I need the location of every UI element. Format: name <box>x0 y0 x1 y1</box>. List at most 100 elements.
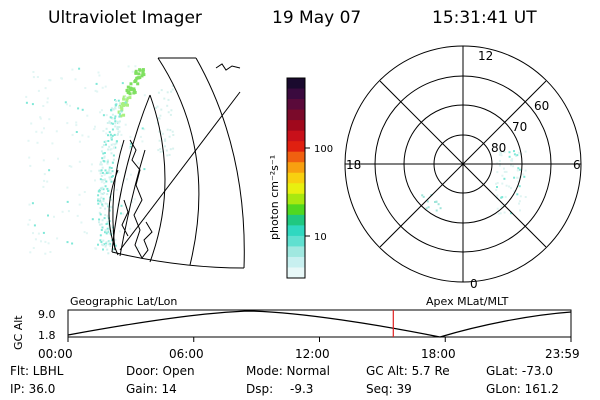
aurora-pixel <box>103 156 106 159</box>
aurora-pixel <box>61 210 64 213</box>
aurora-pixel <box>133 90 137 94</box>
aurora-pixel <box>512 165 515 168</box>
colorbar-swatch <box>287 99 305 111</box>
aurora-pixel <box>109 122 112 125</box>
aurora-pixel <box>168 135 171 138</box>
aurora-pixel <box>29 164 32 167</box>
aurora-pixel <box>97 71 100 74</box>
aurora-pixel <box>160 108 163 111</box>
aurora-pixel <box>120 212 122 215</box>
aurora-pixel <box>120 133 123 136</box>
aurora-pixel <box>99 172 102 175</box>
aurora-pixel <box>129 173 132 176</box>
aurora-pixel <box>503 151 506 154</box>
aurora-pixel <box>166 154 169 157</box>
aurora-pixel <box>505 184 508 187</box>
aurora-pixel <box>513 190 516 193</box>
aurora-pixel <box>118 115 121 118</box>
aurora-pixel <box>109 242 112 245</box>
aurora-pixel <box>98 74 101 77</box>
aurora-pixel <box>102 152 105 155</box>
aurora-pixel <box>109 134 112 137</box>
aurora-pixel <box>103 182 106 185</box>
aurora-pixel <box>104 242 107 245</box>
aurora-pixel <box>101 157 104 160</box>
aurora-pixel <box>159 150 162 153</box>
aurora-pixel <box>28 156 31 159</box>
aurora-pixel <box>426 200 429 203</box>
aurora-pixel <box>114 125 117 128</box>
aurora-pixel <box>112 154 115 157</box>
aurora-pixel <box>42 185 45 188</box>
aurora-pixel <box>136 76 140 80</box>
aurora-pixel <box>100 181 103 184</box>
aurora-pixel <box>113 147 115 150</box>
aurora-pixel <box>46 97 49 100</box>
colorbar-swatch <box>287 193 305 205</box>
aurora-pixel <box>99 198 102 201</box>
aurora-pixel <box>101 203 104 206</box>
aurora-pixel <box>130 87 134 91</box>
aurora-pixel <box>27 139 30 142</box>
aurora-pixel <box>36 76 39 78</box>
aurora-pixel <box>107 159 109 162</box>
colorbar-frame <box>286 77 306 279</box>
aurora-pixel <box>116 120 119 123</box>
aurora-pixel <box>157 91 160 94</box>
aurora-pixel <box>513 153 516 156</box>
mlt-label-12: 12 <box>478 49 493 63</box>
aurora-pixel <box>143 218 146 220</box>
aurora-pixel <box>71 133 74 136</box>
footer-gain: Gain: 14 <box>126 382 177 396</box>
geographic-map <box>25 57 245 269</box>
aurora-pixel <box>106 122 109 124</box>
aurora-pixel <box>108 131 111 134</box>
aurora-pixel <box>96 90 99 93</box>
aurora-pixel <box>118 120 121 123</box>
aurora-pixel <box>40 131 43 134</box>
aurora-pixel <box>98 221 100 224</box>
aurora-pixel <box>109 133 112 136</box>
aurora-pixel <box>71 242 74 245</box>
map-longitude-outer <box>195 57 245 269</box>
footer-mode: Mode: Normal <box>246 364 330 378</box>
aurora-pixel <box>98 211 101 214</box>
aurora-pixel <box>55 130 58 133</box>
aurora-pixel <box>121 82 124 85</box>
aurora-pixel <box>102 188 105 191</box>
aurora-pixel <box>106 187 109 190</box>
aurora-pixel <box>99 239 102 242</box>
aurora-pixel <box>498 159 501 162</box>
aurora-pixel <box>517 180 520 183</box>
aurora-pixel <box>80 221 83 224</box>
aurora-pixel <box>116 128 119 131</box>
aurora-pixel <box>161 132 164 135</box>
colorbar-swatch <box>287 120 305 132</box>
aurora-pixel <box>169 113 172 116</box>
aurora-pixel <box>132 87 136 91</box>
aurora-pixel <box>111 117 114 120</box>
aurora-pixel <box>106 227 109 230</box>
aurora-pixel <box>158 139 161 142</box>
aurora-pixel <box>108 176 111 179</box>
aurora-pixel <box>495 182 498 185</box>
aurora-pixel <box>425 207 428 210</box>
aurora-pixel <box>141 70 145 73</box>
aurora-pixel <box>497 212 500 215</box>
aurora-pixel <box>137 72 141 76</box>
aurora-pixel <box>32 232 34 235</box>
aurora-pixel <box>143 128 146 131</box>
aurora-pixel <box>117 99 120 102</box>
aurora-pixel <box>513 176 516 179</box>
colorbar-swatch <box>287 141 305 153</box>
colorbar-swatch <box>287 151 305 163</box>
aurora-pixel <box>46 101 49 104</box>
aurora-pixel <box>100 241 103 243</box>
aurora-pixel <box>102 197 105 200</box>
aurora-pixel <box>43 173 46 176</box>
map-longitude-mid <box>157 57 200 266</box>
aurora-pixel <box>95 82 98 85</box>
aurora-pixel <box>120 110 123 113</box>
aurora-pixel <box>120 106 124 110</box>
